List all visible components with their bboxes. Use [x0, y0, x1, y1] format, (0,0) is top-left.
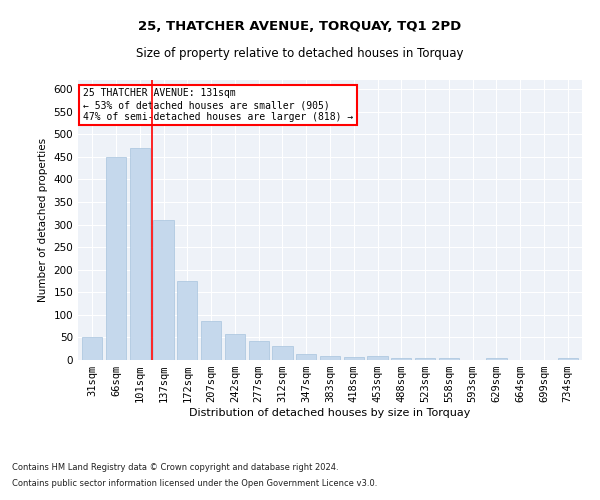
Text: Size of property relative to detached houses in Torquay: Size of property relative to detached ho… [136, 48, 464, 60]
Bar [272, 346, 293, 360]
X-axis label: Distribution of detached houses by size in Torquay: Distribution of detached houses by size … [190, 408, 470, 418]
Bar [557, 358, 578, 360]
Bar [487, 358, 506, 360]
Bar [154, 220, 173, 360]
Bar [415, 358, 435, 360]
Text: Contains HM Land Registry data © Crown copyright and database right 2024.: Contains HM Land Registry data © Crown c… [12, 464, 338, 472]
Bar [344, 358, 364, 360]
Bar [391, 358, 412, 360]
Bar [248, 340, 269, 360]
Bar [367, 356, 388, 360]
Bar [106, 157, 126, 360]
Bar [82, 336, 103, 360]
Bar [201, 320, 221, 360]
Bar [439, 358, 459, 360]
Text: Contains public sector information licensed under the Open Government Licence v3: Contains public sector information licen… [12, 478, 377, 488]
Y-axis label: Number of detached properties: Number of detached properties [38, 138, 48, 302]
Bar [225, 334, 245, 360]
Text: 25 THATCHER AVENUE: 131sqm
← 53% of detached houses are smaller (905)
47% of sem: 25 THATCHER AVENUE: 131sqm ← 53% of deta… [83, 88, 353, 122]
Text: 25, THATCHER AVENUE, TORQUAY, TQ1 2PD: 25, THATCHER AVENUE, TORQUAY, TQ1 2PD [139, 20, 461, 33]
Bar [177, 281, 197, 360]
Bar [296, 354, 316, 360]
Bar [320, 356, 340, 360]
Bar [130, 148, 150, 360]
